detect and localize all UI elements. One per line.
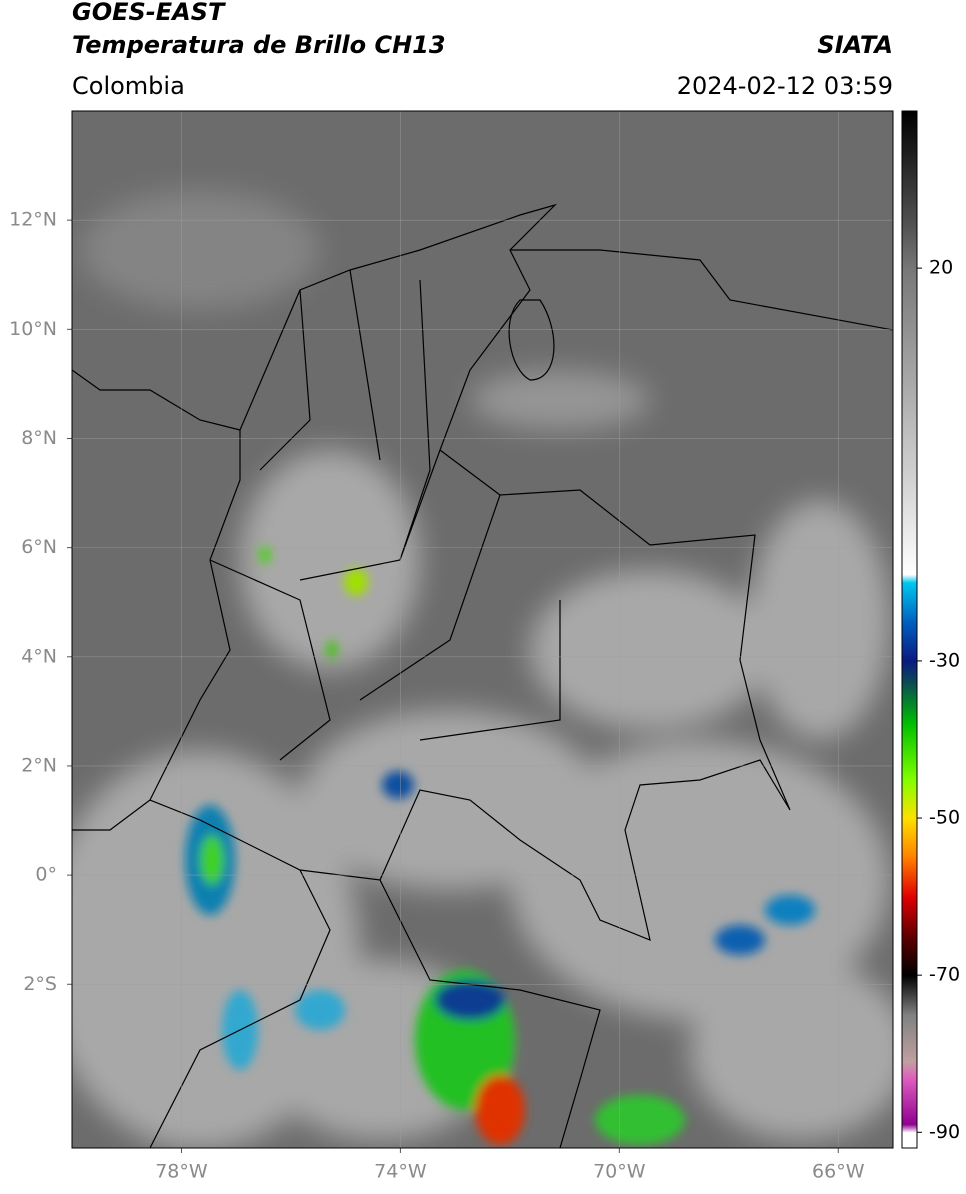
colorbar-tick-label: -70 xyxy=(929,964,960,986)
colorbar-segment xyxy=(902,684,917,725)
x-tick-label: 78°W xyxy=(155,1161,208,1183)
region: Colombia xyxy=(72,72,185,100)
colorbar-segment xyxy=(902,660,917,685)
colorbar-segment xyxy=(902,582,917,623)
colorbar-segment xyxy=(902,857,917,898)
satellite-image xyxy=(72,111,893,1148)
colorbar-tick-label: 20 xyxy=(929,257,953,279)
colorbar-segment xyxy=(902,228,917,269)
colorbar-segment xyxy=(902,1124,917,1133)
colorbar-segment xyxy=(902,778,917,819)
y-tick-label: 6°N xyxy=(21,536,57,558)
colorbar-segment xyxy=(902,503,917,576)
colorbar-segment xyxy=(902,1077,917,1125)
colorbar-segment xyxy=(902,1014,917,1063)
x-tick-label: 70°W xyxy=(593,1161,646,1183)
colorbar-tick-label: -90 xyxy=(929,1121,960,1143)
colorbar-segment xyxy=(902,818,917,858)
colorbar-segment xyxy=(902,111,917,230)
subtitle: Temperatura de Brillo CH13 xyxy=(72,31,446,59)
title: GOES-EAST xyxy=(72,0,226,26)
colorbar-segment xyxy=(902,723,917,780)
y-tick-label: 12°N xyxy=(9,209,57,231)
y-tick-label: 2°S xyxy=(23,973,57,995)
y-tick-label: 4°N xyxy=(21,645,57,667)
colorbar-segment xyxy=(902,621,917,662)
x-tick-label: 66°W xyxy=(812,1161,865,1183)
colorbar xyxy=(902,111,922,1148)
colorbar-segment xyxy=(902,935,917,976)
colorbar-segment xyxy=(902,896,917,937)
source: SIATA xyxy=(817,31,893,59)
y-tick-label: 2°N xyxy=(21,754,57,776)
colorbar-segment xyxy=(902,1061,917,1078)
colorbar-frame xyxy=(901,110,918,1149)
colorbar-segment xyxy=(902,975,917,1015)
colorbar-segment xyxy=(902,574,917,583)
colorbar-tick-label: -30 xyxy=(929,649,960,671)
colorbar-segment xyxy=(902,268,917,505)
y-tick-label: 8°N xyxy=(21,427,57,449)
grid xyxy=(67,111,893,1153)
colorbar-tick-label: -50 xyxy=(929,807,960,829)
timestamp: 2024-02-12 03:59 xyxy=(677,72,893,100)
colorbar-cap xyxy=(902,1132,917,1148)
y-tick-label: 10°N xyxy=(9,318,57,340)
y-tick-label: 0° xyxy=(35,864,57,886)
x-tick-label: 74°W xyxy=(374,1161,427,1183)
map-frame xyxy=(71,110,894,1149)
